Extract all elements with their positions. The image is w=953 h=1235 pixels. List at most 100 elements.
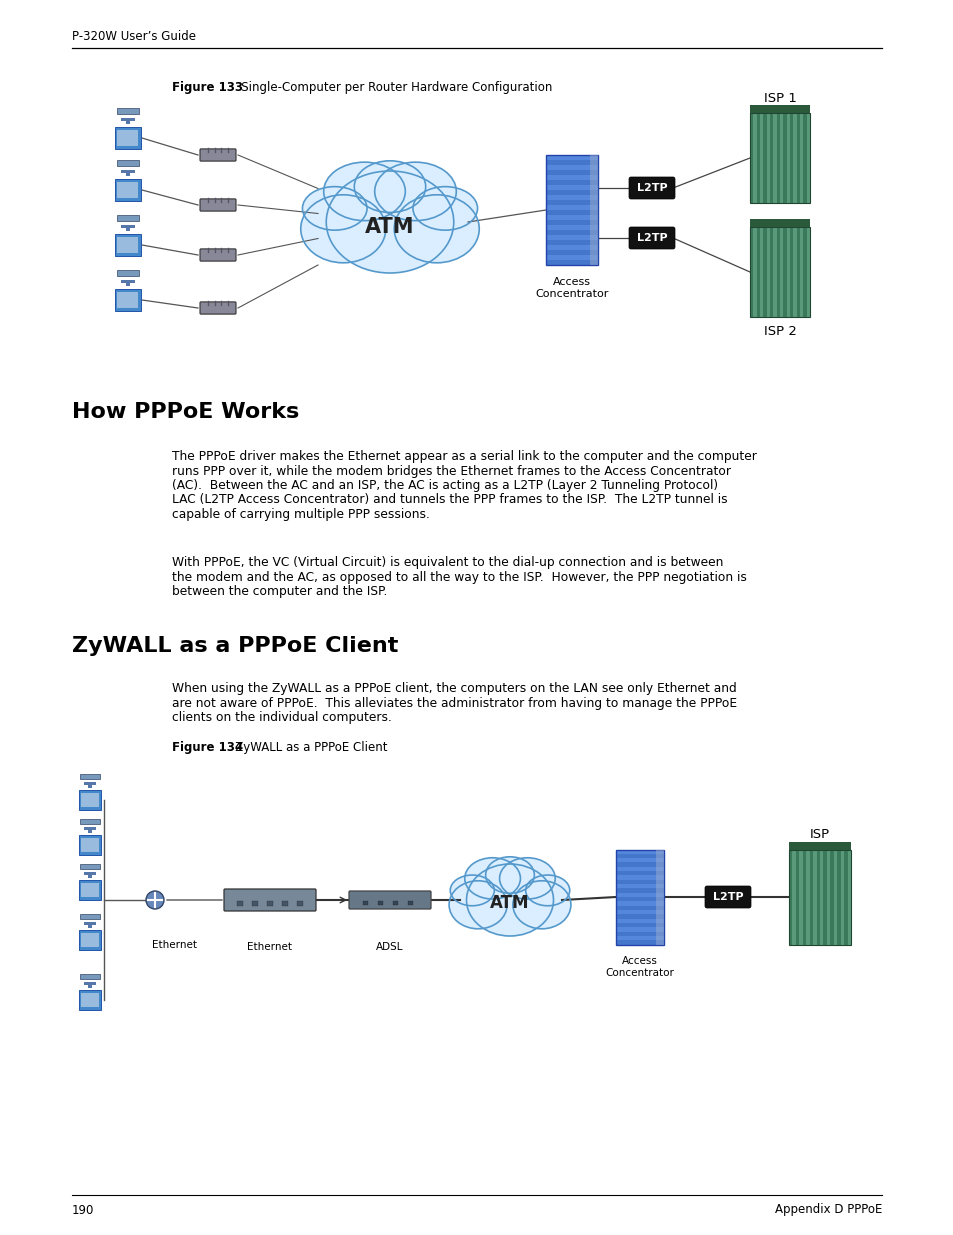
- Ellipse shape: [323, 162, 405, 221]
- Bar: [802, 112, 806, 203]
- Ellipse shape: [146, 890, 164, 909]
- Bar: [786, 227, 789, 317]
- Bar: [806, 227, 809, 317]
- Ellipse shape: [354, 161, 425, 212]
- Text: clients on the individual computers.: clients on the individual computers.: [172, 711, 392, 724]
- Bar: [545, 165, 598, 170]
- Bar: [545, 185, 598, 190]
- Bar: [816, 850, 820, 945]
- Bar: [796, 227, 800, 317]
- Bar: [545, 240, 598, 245]
- Bar: [776, 112, 780, 203]
- Bar: [795, 850, 799, 945]
- Text: runs PPP over it, while the modem bridges the Ethernet frames to the Access Conc: runs PPP over it, while the modem bridge…: [172, 464, 730, 478]
- Bar: [296, 902, 303, 906]
- Bar: [802, 227, 806, 317]
- Text: L2TP: L2TP: [636, 183, 666, 193]
- Bar: [773, 227, 776, 317]
- Bar: [81, 793, 99, 806]
- Bar: [616, 862, 663, 867]
- Bar: [545, 200, 598, 205]
- Bar: [789, 227, 793, 317]
- Bar: [377, 902, 382, 905]
- Bar: [117, 237, 138, 253]
- Bar: [840, 850, 843, 945]
- Bar: [616, 884, 663, 888]
- Bar: [545, 210, 598, 215]
- Bar: [115, 127, 141, 149]
- Bar: [792, 850, 795, 945]
- Text: the modem and the AC, as opposed to all the way to the ISP.  However, the PPP ne: the modem and the AC, as opposed to all …: [172, 571, 746, 583]
- Bar: [799, 850, 801, 945]
- Bar: [78, 881, 101, 899]
- Bar: [796, 112, 800, 203]
- Bar: [81, 993, 99, 1007]
- Bar: [616, 927, 663, 931]
- Text: ISP 2: ISP 2: [762, 325, 796, 338]
- Bar: [88, 924, 91, 927]
- Bar: [589, 156, 598, 266]
- Ellipse shape: [513, 881, 570, 929]
- Bar: [545, 156, 598, 266]
- Bar: [837, 850, 840, 945]
- Bar: [793, 227, 796, 317]
- Bar: [545, 249, 598, 254]
- FancyBboxPatch shape: [200, 199, 235, 211]
- Bar: [782, 227, 786, 317]
- FancyBboxPatch shape: [200, 249, 235, 261]
- Bar: [749, 227, 753, 317]
- Text: ATM: ATM: [365, 217, 415, 237]
- Bar: [749, 105, 809, 112]
- Text: Access
Concentrator: Access Concentrator: [535, 277, 608, 299]
- Text: L2TP: L2TP: [636, 233, 666, 243]
- Bar: [88, 984, 91, 988]
- FancyBboxPatch shape: [349, 890, 431, 909]
- Bar: [80, 773, 99, 779]
- Bar: [115, 233, 141, 256]
- Bar: [88, 784, 91, 788]
- Bar: [760, 227, 762, 317]
- Bar: [773, 112, 776, 203]
- Bar: [616, 923, 663, 927]
- Text: With PPPoE, the VC (Virtual Circuit) is equivalent to the dial-up connection and: With PPPoE, the VC (Virtual Circuit) is …: [172, 556, 722, 569]
- Bar: [762, 227, 766, 317]
- Bar: [121, 170, 135, 173]
- Text: ATM: ATM: [490, 894, 529, 911]
- Ellipse shape: [466, 864, 553, 936]
- Bar: [756, 112, 760, 203]
- FancyBboxPatch shape: [200, 301, 235, 314]
- Bar: [616, 931, 663, 936]
- Bar: [800, 112, 802, 203]
- Ellipse shape: [413, 186, 477, 230]
- Bar: [545, 180, 598, 185]
- Bar: [117, 130, 138, 146]
- Text: LAC (L2TP Access Concentrator) and tunnels the PPP frames to the ISP.  The L2TP : LAC (L2TP Access Concentrator) and tunne…: [172, 494, 727, 506]
- Text: The PPPoE driver makes the Ethernet appear as a serial link to the computer and : The PPPoE driver makes the Ethernet appe…: [172, 450, 756, 463]
- Text: Access
Concentrator: Access Concentrator: [605, 956, 674, 978]
- Bar: [545, 156, 598, 161]
- Bar: [545, 254, 598, 261]
- Bar: [121, 280, 135, 283]
- Text: 190: 190: [71, 1203, 94, 1216]
- Bar: [769, 112, 773, 203]
- Bar: [806, 112, 809, 203]
- Bar: [282, 902, 288, 906]
- Text: Ethernet: Ethernet: [152, 940, 197, 950]
- Bar: [820, 850, 822, 945]
- FancyBboxPatch shape: [704, 885, 750, 908]
- Text: L2TP: L2TP: [712, 892, 742, 902]
- Bar: [789, 112, 793, 203]
- Bar: [88, 874, 91, 878]
- Bar: [749, 219, 809, 227]
- Bar: [801, 850, 805, 945]
- FancyBboxPatch shape: [628, 177, 675, 199]
- Bar: [616, 888, 663, 893]
- Bar: [826, 850, 829, 945]
- Bar: [616, 910, 663, 914]
- Bar: [545, 175, 598, 180]
- Bar: [833, 850, 837, 945]
- Bar: [776, 227, 780, 317]
- Text: ISP: ISP: [809, 829, 829, 841]
- Text: between the computer and the ISP.: between the computer and the ISP.: [172, 585, 387, 598]
- Ellipse shape: [300, 195, 385, 263]
